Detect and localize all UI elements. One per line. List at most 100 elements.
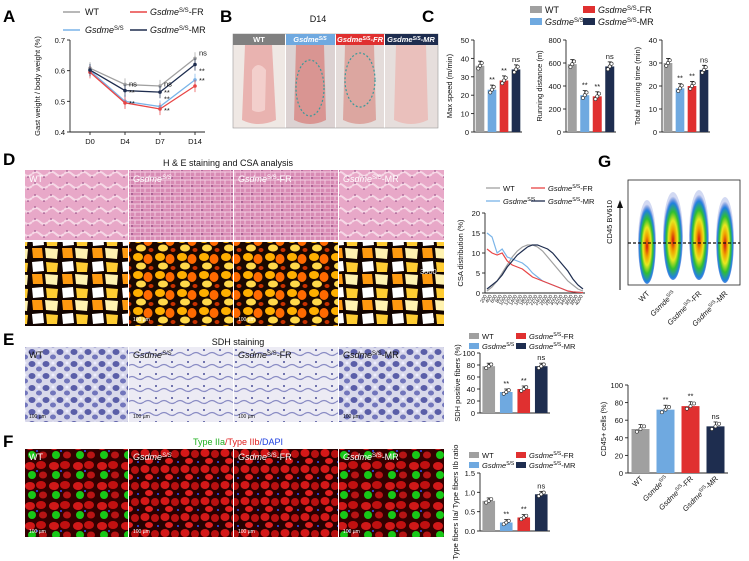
d-csa-wt: [25, 242, 128, 326]
f-dot-3-2: [541, 490, 546, 495]
panel-g: CD45 BV610 WT GsmdeS/S GsdmeS/S-FR Gsdme…: [599, 179, 741, 513]
f-bar-0: [482, 500, 496, 531]
c2-sig-3: ns: [606, 52, 614, 61]
d-he-wt: [25, 170, 128, 240]
panel-label-c: C: [422, 7, 434, 26]
c3-dot-3-2: [703, 65, 708, 70]
g-dot-1-1: [663, 407, 668, 412]
d-xtick-label-4: 1000: [498, 294, 509, 307]
legend-f-mr-swatch: [516, 462, 526, 468]
g-sig-2: **: [688, 392, 694, 401]
d-ytick-label-3: 15: [472, 229, 480, 238]
d-series-3-line: [486, 244, 584, 290]
c1-dot-1-1: [490, 87, 494, 92]
d-csa-fr: [234, 242, 338, 326]
c1-dot-2-1: [502, 78, 506, 83]
d-xtick-label-18: 3800: [569, 294, 580, 307]
c2-ytick-label-0: 0: [557, 128, 561, 137]
f-sig-3: ns: [537, 481, 545, 490]
f-label-ss: GsdmeS/S: [133, 452, 172, 462]
c1-dot-2-2: [503, 75, 508, 80]
b-frame: [232, 33, 439, 129]
a-sig-7: ns: [199, 48, 207, 57]
e-title: SDH staining: [212, 337, 265, 347]
g-flow-cloud-wt: [638, 200, 656, 284]
c3-dot-3-1: [702, 68, 706, 72]
c1-ytick-label-1: 10: [461, 110, 469, 119]
legend-c-ss: GsdmeS/S: [545, 17, 584, 27]
g-dot-2-0: [685, 406, 689, 411]
f-ytick-label-2: 1.0: [465, 488, 475, 497]
legend-c-ss-swatch: [530, 18, 542, 25]
b-header-wt: [233, 34, 285, 45]
c1-dot-0-0: [476, 66, 481, 71]
g-sig-3: ns: [712, 412, 720, 421]
g-bar-2: [681, 406, 700, 473]
e-scale-fr: 100 µm: [238, 414, 255, 420]
g-axis-arrowhead: [617, 200, 623, 208]
g-flow-xlabels: WT GsmdeS/S GsdmeS/S-FR GsdmeS/S-MR: [637, 289, 730, 329]
c1-ytick-label-4: 40: [461, 54, 469, 63]
f-bar-1: [499, 522, 513, 531]
g-dot-3-0: [710, 427, 714, 431]
legend-f-fr: GsdmeS/S-FR: [529, 451, 574, 460]
b-photos: [232, 33, 439, 129]
d-label-wt: WT: [29, 174, 43, 184]
chart-f-ratio: 0.0 0.5 1.0 1.5 Type fibers IIa/ Type fibers…: [451, 445, 550, 559]
d-xtick-label-15: 3200: [554, 294, 565, 307]
legend-c-wt: WT: [545, 5, 559, 15]
e-dot-1-0: [501, 391, 506, 396]
chart-a: 0.4 0.5 0.6 0.7 Gast weight / body weight (%…: [33, 36, 207, 146]
c3-dot-3-0: [700, 70, 705, 75]
e-scale-ss: 100 µm: [133, 414, 150, 420]
b-outline-ss: [295, 59, 325, 117]
d-series-2-line: [486, 248, 584, 294]
f-dot-3-1: [539, 492, 544, 497]
e-scale-wt: 100 µm: [29, 414, 46, 420]
chart-c-running-distance: 0 200 400 600 800 Running distance (m) ** ** ns: [535, 36, 616, 137]
a-ylabel: Gast weight / body weight (%): [33, 36, 42, 136]
e-dot-2-2: [524, 385, 529, 390]
d-ylabel: CSA distribution (%): [456, 219, 465, 287]
g-flow-clouds: [638, 190, 734, 284]
c1-dot-3-2: [515, 64, 520, 69]
legend-d-mr: GsdmeS/S-MR: [548, 197, 595, 206]
d-scale-ss: 100 µm: [133, 317, 150, 323]
c3-dot-2-2: [691, 81, 696, 86]
e-sig-3: ns: [537, 353, 545, 362]
c1-dot-1-2: [491, 85, 496, 89]
c3-sig-3: ns: [700, 55, 708, 64]
b-muscle-fr: [343, 40, 376, 124]
c3-dot-0-0: [664, 63, 669, 68]
c2-dot-0-2: [572, 59, 576, 64]
c3-dot-1-0: [676, 89, 681, 93]
d-xtick-label-10: 2200: [528, 294, 539, 307]
e-dot-2-1: [521, 387, 526, 391]
e-dot-2-0: [519, 388, 524, 393]
d-xtick-label-7: 1600: [513, 294, 524, 307]
panel-label-f: F: [3, 432, 13, 451]
a-sig-9: **: [199, 76, 205, 85]
legend-f-ss: GsdmeS/S: [482, 461, 515, 470]
legend-c: WT GsdmeS/S-FR GsdmeS/S GsdmeS/S-MR: [530, 5, 654, 27]
d-xtick-label-12: 2600: [539, 294, 550, 307]
c1-dot-3-1: [514, 67, 518, 72]
c3-ytick-label-3: 30: [649, 59, 657, 68]
d-ytick-label-1: 5: [476, 269, 480, 278]
f-ytick-label-3: 1.5: [465, 469, 475, 478]
f-bar-3: [534, 494, 548, 531]
c3-ytick-label-4: 40: [649, 36, 657, 45]
f-sig-2: **: [521, 505, 527, 514]
b-outline-fr: [344, 52, 376, 108]
a-series-3-point-0: [88, 68, 92, 72]
f-scale-wt: 100 µm: [29, 529, 46, 535]
b-label-fr: GsdmeS/S-FR: [337, 35, 384, 44]
e-sig-1: **: [503, 379, 509, 388]
c2-bar-1: [580, 95, 590, 132]
a-series-3-line: [89, 64, 196, 93]
a-series-3-point-2: [158, 90, 162, 94]
a-series-3-point-1: [123, 88, 127, 93]
legend-f-wt-swatch: [469, 452, 479, 458]
